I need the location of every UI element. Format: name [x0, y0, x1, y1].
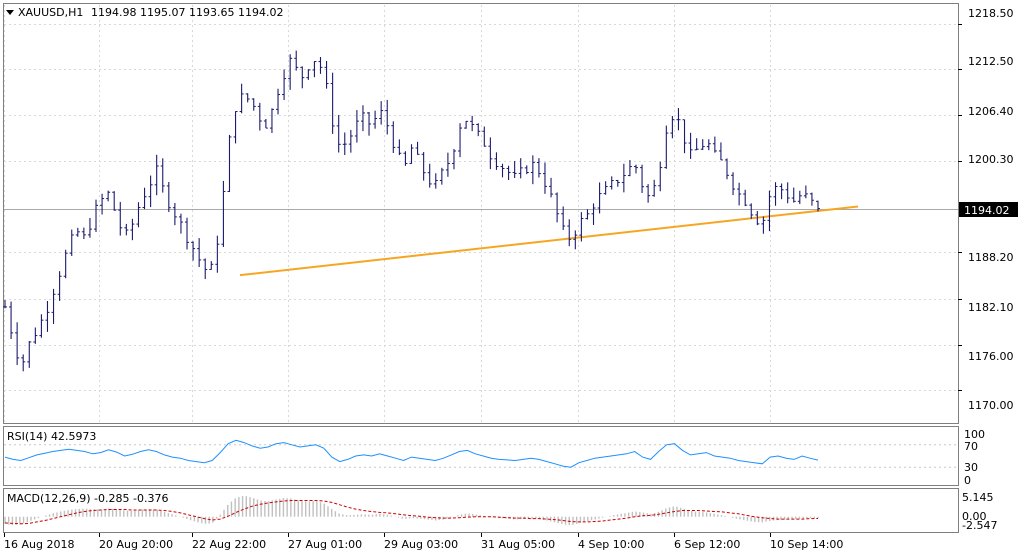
macd-axis: 5.145 0.00 -2.547 — [962, 491, 997, 532]
current-price-label: 1194.02 — [964, 204, 1010, 217]
macd-panel-frame — [3, 488, 959, 533]
current-price-marker — [959, 202, 1018, 217]
macd-title: MACD(12,26,9) -0.285 -0.376 — [7, 492, 168, 505]
price-tick-label: 1170.00 — [968, 399, 1014, 412]
time-tick-label: 22 Aug 22:00 — [192, 538, 266, 551]
support-trendline-layer — [239, 205, 859, 277]
price-tick-label: 1212.50 — [968, 55, 1014, 68]
rsi-series — [4, 439, 958, 468]
symbol-dropdown-icon[interactable] — [6, 10, 14, 15]
price-tick-label: 1176.00 — [968, 350, 1014, 363]
time-tick-label: 10 Sep 14:00 — [770, 538, 843, 551]
price-tick-label: 1218.50 — [968, 7, 1014, 20]
time-tick-label: 6 Sep 12:00 — [674, 538, 740, 551]
time-tick-label: 16 Aug 2018 — [4, 538, 74, 551]
support-trendline — [239, 205, 859, 277]
time-tick-label: 27 Aug 01:00 — [288, 538, 362, 551]
rsi-title: RSI(14) 42.5973 — [7, 430, 96, 443]
price-tick-label: 1206.40 — [968, 105, 1014, 118]
time-tick-label: 31 Aug 05:00 — [481, 538, 555, 551]
time-tick-label: 29 Aug 03:00 — [384, 538, 458, 551]
price-axis: 1218.50 1212.50 1206.40 1200.30 1188.20 … — [968, 7, 1014, 412]
price-bars — [3, 50, 820, 372]
macd-level-label: 0.00 — [962, 510, 987, 523]
rsi-line — [4, 439, 819, 468]
symbol-label: XAUUSD,H1 — [18, 6, 83, 19]
time-tick-label: 4 Sep 10:00 — [578, 538, 644, 551]
price-tick-label: 1200.30 — [968, 153, 1014, 166]
time-axis: 16 Aug 2018 20 Aug 20:00 22 Aug 22:00 27… — [4, 538, 843, 551]
rsi-axis: 100 70 30 0 — [964, 428, 985, 487]
rsi-level-label: 0 — [964, 474, 971, 487]
price-grid — [4, 5, 962, 537]
macd-level-label: -2.547 — [962, 519, 997, 532]
macd-series — [4, 496, 819, 526]
price-tick-label: 1182.10 — [968, 301, 1014, 314]
rsi-panel-frame — [3, 426, 959, 486]
macd-signal-line — [4, 500, 819, 525]
ohlc-readout: 1194.98 1195.07 1193.65 1194.02 — [91, 6, 283, 19]
time-tick-label: 20 Aug 20:00 — [99, 538, 173, 551]
rsi-level-label: 30 — [964, 461, 978, 474]
price-panel-frame — [3, 3, 959, 424]
rsi-level-label: 70 — [964, 440, 978, 453]
rsi-level-label: 100 — [964, 428, 985, 441]
price-tick-label: 1188.20 — [968, 251, 1014, 264]
macd-level-label: 5.145 — [962, 491, 994, 504]
